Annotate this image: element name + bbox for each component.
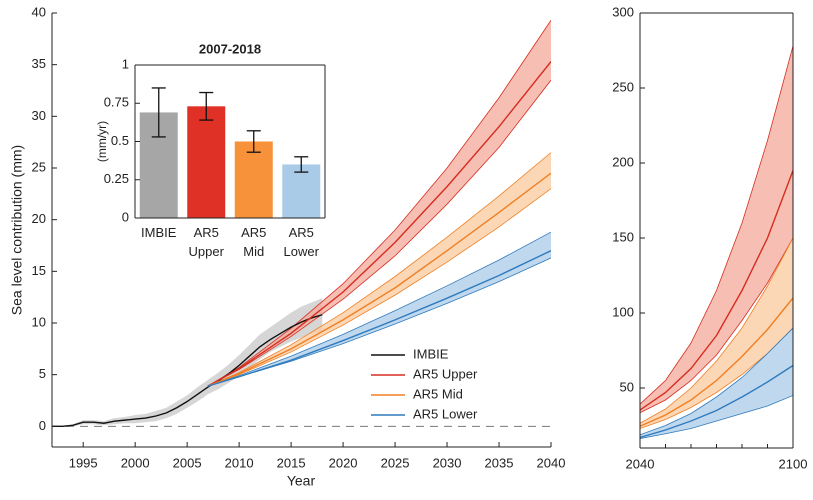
x-tick-label: 2035: [485, 455, 514, 470]
uncertainty-band: [640, 328, 793, 439]
inset-title: 2007-2018: [199, 41, 261, 56]
band-edge: [640, 395, 793, 439]
band-edge: [640, 327, 793, 436]
y-axis-label: (mm/yr): [95, 121, 109, 162]
bar: [187, 106, 226, 218]
bar: [282, 164, 321, 218]
legend-label: AR5 Upper: [413, 366, 478, 381]
y-tick-label: 0: [122, 209, 129, 224]
x-tick-label: IMBIE: [141, 225, 177, 240]
y-tick-label: 5: [39, 366, 46, 381]
band-edge: [207, 231, 551, 387]
x-tick-label: 2010: [225, 455, 254, 470]
band-edge: [640, 237, 793, 424]
series-line: [640, 364, 793, 439]
x-axis-label: Year: [287, 473, 316, 489]
y-tick-label: 40: [32, 4, 46, 19]
series-line: [207, 250, 551, 387]
band-edge: [207, 188, 551, 387]
y-tick-label: 10: [32, 314, 46, 329]
x-tick-label: AR5 Upper: [189, 225, 225, 259]
series-line: [207, 172, 551, 387]
y-tick-label: 0: [39, 418, 46, 433]
legend-label: IMBIE: [413, 346, 449, 361]
y-tick-label: 150: [612, 229, 634, 244]
x-tick-label: 2020: [329, 455, 358, 470]
x-tick-label: 1995: [69, 455, 98, 470]
y-tick-label: 0.75: [104, 95, 129, 110]
y-axis-label: Sea level contribution (mm): [9, 145, 25, 315]
y-tick-label: 30: [32, 108, 46, 123]
uncertainty-band: [640, 238, 793, 429]
x-tick-label: 2040: [537, 455, 566, 470]
plot-area: [52, 20, 551, 428]
y-tick-label: 200: [612, 154, 634, 169]
series-line: [640, 170, 793, 411]
x-tick-label: 2040: [626, 456, 655, 471]
y-tick-label: 0.25: [104, 171, 129, 186]
y-tick-label: 35: [32, 56, 46, 71]
x-tick-label: 2100: [779, 456, 808, 471]
bar: [234, 141, 273, 218]
y-tick-label: 0.5: [111, 133, 129, 148]
y-tick-label: 300: [612, 4, 634, 19]
plot-area: [640, 45, 793, 439]
y-tick-label: 15: [32, 263, 46, 278]
y-tick-label: 25: [32, 159, 46, 174]
band-edge: [207, 152, 551, 387]
band-edge: [640, 45, 793, 405]
x-tick-label: 2025: [381, 455, 410, 470]
band-edge: [207, 20, 551, 387]
y-tick-label: 1: [122, 56, 129, 71]
x-tick-label: 2005: [173, 455, 202, 470]
x-tick-label: AR5 Lower: [284, 225, 320, 259]
x-tick-label: 2015: [277, 455, 306, 470]
series-line: [207, 61, 551, 387]
y-tick-label: 20: [32, 211, 46, 226]
x-tick-label: AR5 Mid: [241, 225, 266, 259]
band-edge: [207, 79, 551, 387]
uncertainty-band: [640, 46, 793, 413]
legend-label: AR5 Mid: [413, 386, 463, 401]
series-line: [640, 297, 793, 427]
y-tick-label: 100: [612, 304, 634, 319]
y-tick-label: 50: [620, 379, 634, 394]
x-tick-label: 2030: [433, 455, 462, 470]
band-edge: [640, 237, 793, 414]
x-tick-label: 2000: [121, 455, 150, 470]
legend-label: AR5 Lower: [413, 406, 478, 421]
series-line: [52, 314, 323, 428]
y-tick-label: 250: [612, 79, 634, 94]
